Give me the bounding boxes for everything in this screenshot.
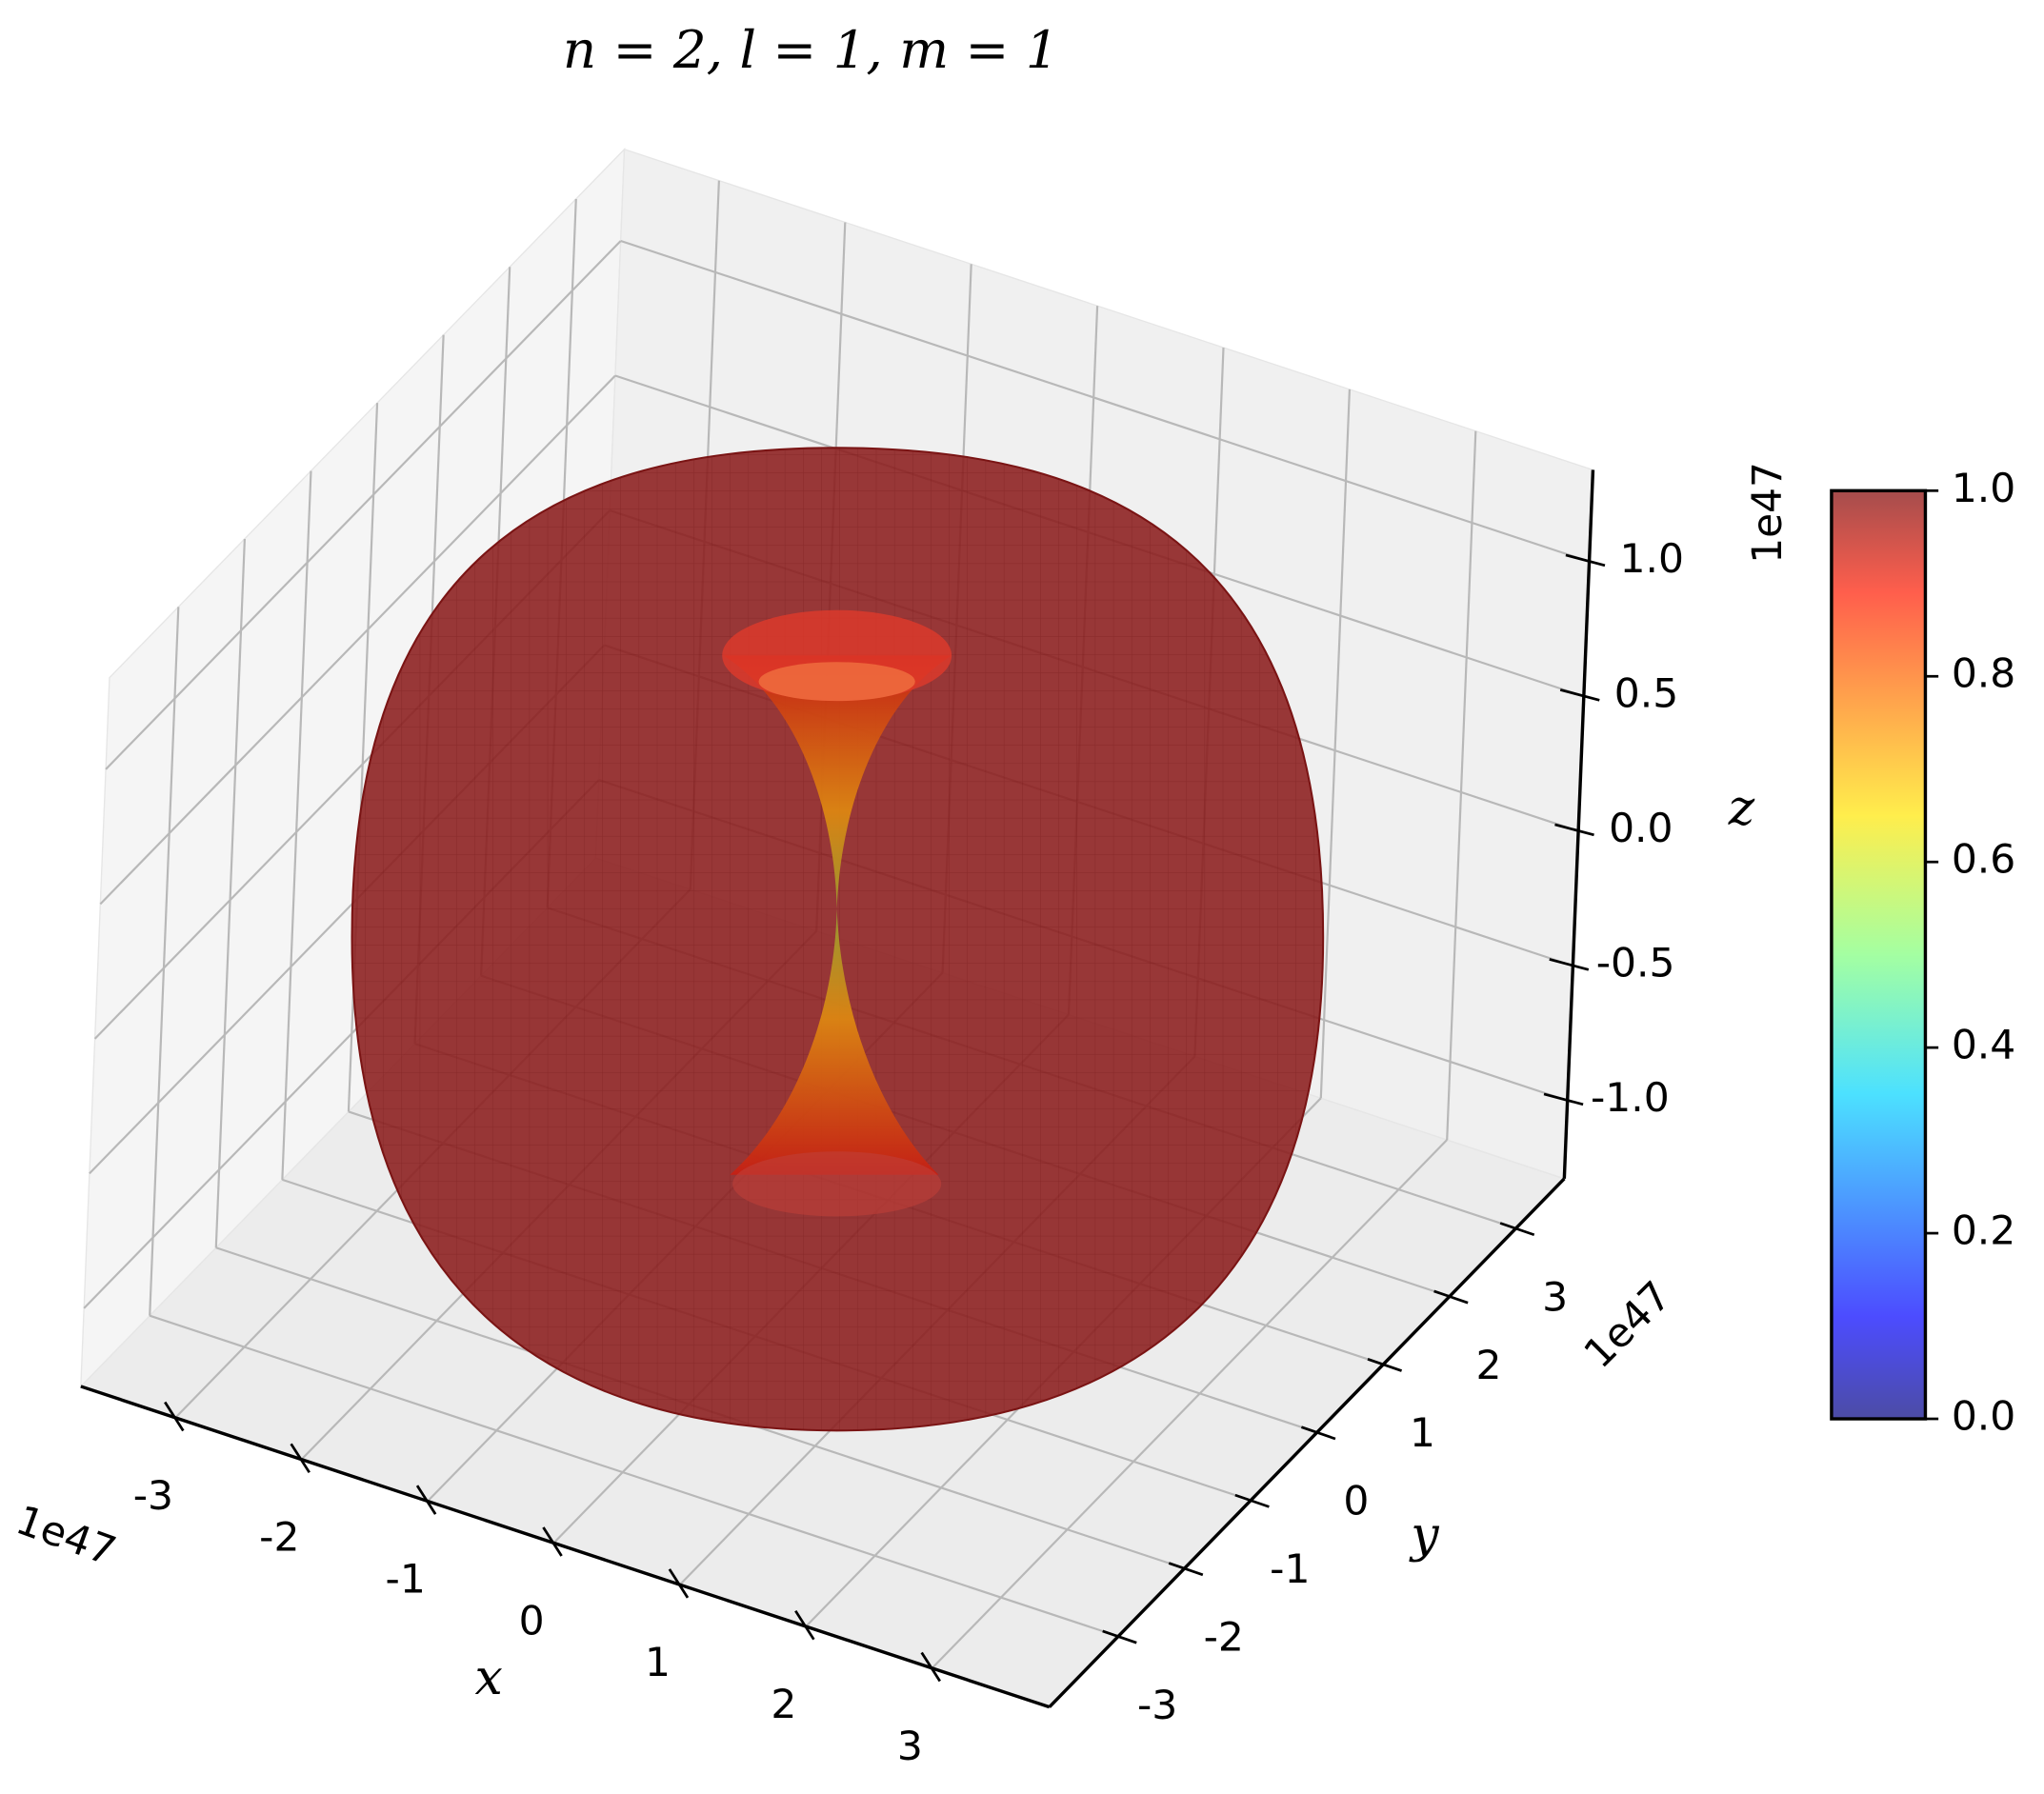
x-tick-label: -3 [133,1472,173,1519]
y-tick-label: 3 [1542,1273,1568,1320]
grid-line [281,470,312,1180]
grid-line [149,1314,1119,1638]
y-tick-label: -2 [1204,1614,1244,1661]
colorbar-tick-label: 0.4 [1952,1022,2015,1068]
y-axis-label: y [1409,1506,1439,1564]
grid-line [1319,389,1352,1099]
z-tick-label: -0.5 [1596,940,1675,987]
x-tick-label: 1 [645,1639,671,1685]
tick-mark [1549,958,1590,971]
y-offset-label: 1e47 [1574,1272,1679,1377]
surface-top-inner [758,662,915,702]
grid-line [149,607,180,1316]
z-axis-line [1562,469,1595,1179]
grid-line [214,538,246,1248]
colorbar-tick-label: 1.0 [1952,465,2015,511]
y-tick-label: 1 [1410,1409,1435,1456]
z-tick-label: 0.5 [1614,670,1678,717]
grid-line [620,239,1590,563]
z-tick-label: -1.0 [1591,1074,1670,1121]
x-tick-label: 2 [771,1681,796,1727]
surface-funnel [723,655,952,1175]
grid-line [931,1139,1448,1669]
colorbar [1830,488,1928,1421]
colorbar-tick-label: 0.6 [1952,836,2015,883]
y-tick-label: 2 [1476,1342,1502,1388]
x-offset-label: 1e47 [10,1496,122,1574]
x-tick-label: 3 [897,1723,923,1769]
grid-line [105,240,622,770]
y-axis-line [1048,1177,1566,1708]
tick-mark [1554,823,1594,837]
grid-line [99,374,616,906]
z-tick-label: 0.0 [1609,805,1673,851]
z-axis-label: z [1728,780,1755,837]
surface-outline [351,447,1325,1432]
z-offset-label: 1e47 [1744,462,1791,564]
z-tick-label: 1.0 [1620,535,1684,582]
x-axis-label: x [475,1649,503,1706]
y-tick-label: -3 [1137,1682,1177,1728]
x-tick-label: -2 [259,1514,299,1561]
colorbar-tick-label: 0.2 [1952,1207,2015,1254]
surface-bottom-opening [732,1151,942,1217]
surface [351,447,1325,1432]
tick-mark [1559,688,1600,702]
tick-mark [1565,553,1606,568]
x-tick-label: -1 [386,1556,426,1603]
x-axis-line [80,1385,1051,1709]
colorbar-tick-label: 0.0 [1952,1393,2015,1440]
colorbar-tick-label: 0.8 [1952,650,2015,697]
tick-mark [1543,1092,1584,1106]
y-tick-label: -1 [1270,1545,1310,1592]
chart-title: n = 2, l = 1, m = 1 [563,19,1059,80]
x-tick-label: 0 [519,1597,545,1644]
y-tick-label: 0 [1343,1478,1369,1525]
grid-line [1446,430,1477,1141]
